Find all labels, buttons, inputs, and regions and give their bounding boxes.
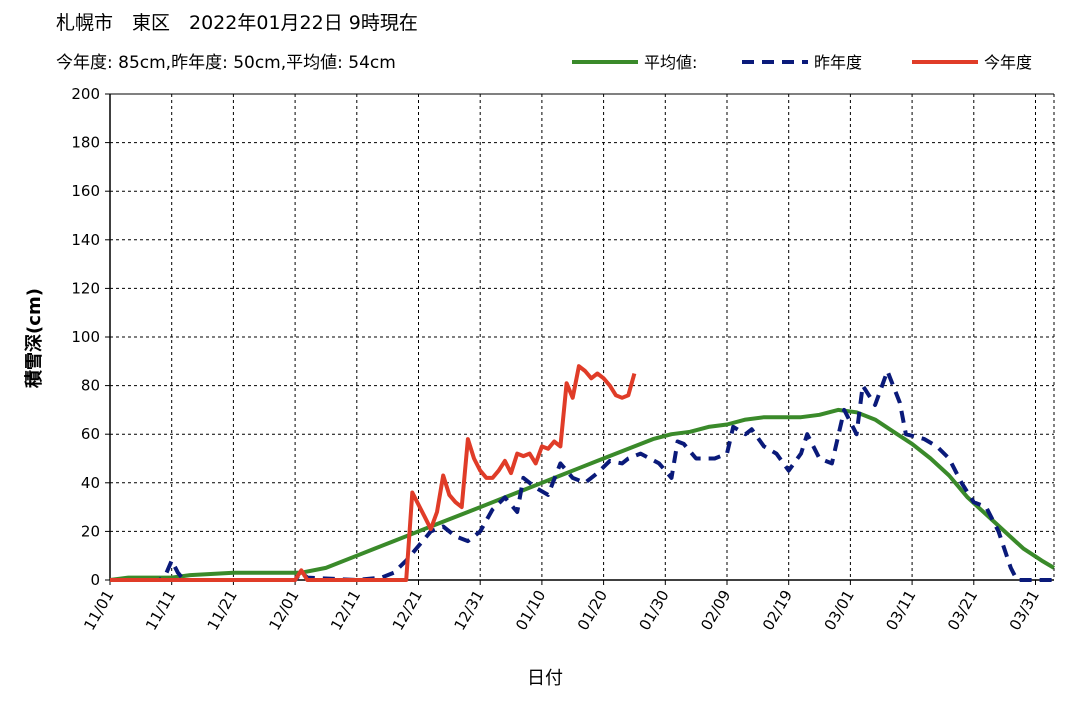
chart-title: 札幌市 東区 2022年01月22日 9時現在: [56, 12, 418, 34]
x-tick-label: 11/11: [142, 587, 179, 633]
y-tick-label: 60: [81, 425, 100, 443]
y-tick-label: 100: [71, 328, 100, 346]
chart-subtitle: 今年度: 85cm,昨年度: 50cm,平均値: 54cm: [56, 53, 396, 73]
x-axis-title: 日付: [527, 668, 563, 689]
grid: [110, 93, 1055, 580]
legend-label: 今年度: [984, 53, 1032, 72]
x-tick-label: 03/11: [882, 587, 919, 633]
y-tick-label: 120: [71, 279, 100, 297]
axes: 0 20 40 60 80 100 120 140 160 180 200 11/01 11/11 11/…: [71, 85, 1054, 633]
series-lines: [109, 364, 1056, 582]
x-tick-label: 01/20: [574, 587, 611, 633]
x-tick-label: 03/01: [821, 587, 858, 633]
y-tick-label: 40: [81, 474, 100, 492]
y-tick-label: 20: [81, 522, 100, 540]
y-tick-label: 140: [71, 231, 100, 249]
legend-label: 昨年度: [814, 53, 862, 72]
x-tick-label: 01/10: [512, 587, 549, 633]
y-tick-label: 160: [71, 182, 100, 200]
x-tick-label: 12/11: [327, 587, 364, 633]
x-tick-label: 03/31: [1006, 587, 1043, 633]
y-tick-label: 180: [71, 134, 100, 152]
legend-label: 平均値:: [644, 53, 697, 72]
x-tick-label: 12/01: [265, 587, 302, 633]
y-tick-label: 0: [90, 571, 100, 589]
x-tick-label: 11/01: [80, 587, 117, 633]
x-tick-label: 11/21: [204, 587, 241, 633]
x-tick-label: 12/31: [450, 587, 487, 633]
y-tick-label: 200: [71, 85, 100, 103]
x-tick-label: 02/19: [759, 587, 796, 633]
y-tick-label: 80: [81, 377, 100, 395]
average-line: [109, 407, 1056, 582]
this-year-line: [110, 364, 637, 582]
x-tick-label: 03/21: [944, 587, 981, 633]
x-tick-label: 12/21: [389, 587, 426, 633]
x-tick-label: 01/30: [636, 587, 673, 633]
legend: 平均値: 昨年度 今年度: [572, 53, 1032, 72]
x-tick-label: 02/09: [697, 587, 734, 633]
y-axis-title: 積雪深(cm): [23, 288, 45, 389]
